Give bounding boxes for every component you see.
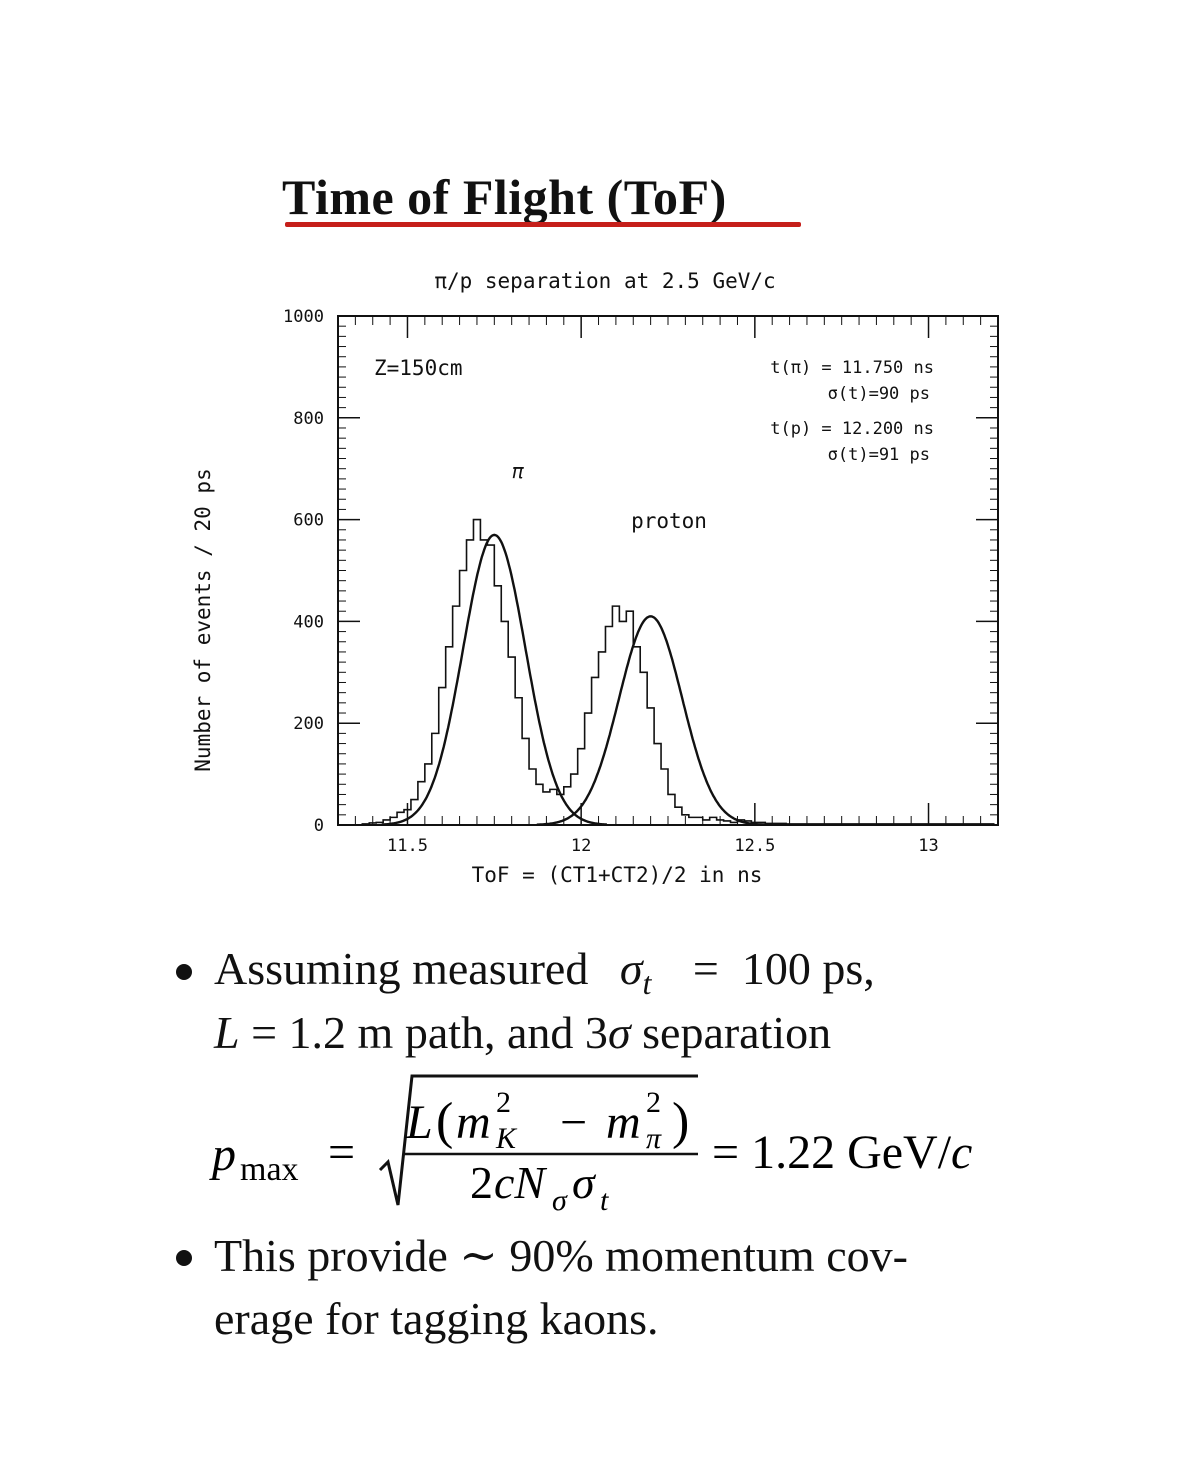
page-title: Time of Flight (ToF)	[282, 169, 727, 225]
eq-den-cN: cN	[494, 1157, 547, 1208]
eq-equals: =	[328, 1126, 355, 1179]
y-tick-label: 600	[293, 511, 324, 531]
eq-num-paren-r: )	[672, 1093, 689, 1150]
eq-num-mk: m	[456, 1096, 491, 1149]
bullet-1-sigma: σ	[619, 943, 643, 994]
bullet-2-text-2: erage for tagging kaons.	[214, 1293, 659, 1344]
eq-lhs: p	[209, 1128, 236, 1181]
annotation-t-pi: t(π) = 11.750 ns	[770, 358, 934, 378]
bullet-1-text-c: = 1.2 m path, and 3	[239, 1007, 608, 1058]
annotation-z: Z=150cm	[374, 356, 463, 380]
bullet-1-line-1: Assuming measured σt = 100 ps,	[214, 942, 875, 1002]
x-tick-label: 12.5	[734, 836, 775, 856]
y-tick-label: 200	[293, 714, 324, 734]
eq-den-sigma: σ	[572, 1157, 597, 1208]
x-tick-label: 11.5	[387, 836, 428, 856]
bullet-dot-2	[176, 1250, 192, 1266]
bullet-1-text-a: Assuming measured	[214, 943, 589, 994]
x-tick-label: 12	[571, 836, 591, 856]
eq-rhs: = 1.22 GeV/c	[712, 1126, 972, 1179]
sqrt-sign	[378, 1074, 698, 1206]
eq-den-2: 2	[470, 1157, 493, 1208]
eq-num-mpi: m	[606, 1096, 641, 1149]
bullet-1-sigma-2: σ	[607, 1007, 631, 1058]
eq-num-mk-sub: K	[495, 1122, 518, 1155]
bullet-2-line-1: This provide ∼ 90% momentum cov-	[214, 1228, 908, 1282]
y-tick-label: 0	[314, 816, 324, 836]
bullet-dot-1	[176, 964, 192, 980]
eq-den-sub2: t	[600, 1184, 609, 1217]
page-title-block: Time of Flight (ToF)	[282, 168, 822, 238]
tof-histogram-chart: 0 200 400 600 800 1000 11.5 12 12.5 13 π/p separat…	[191, 269, 999, 887]
eq-lhs-sub: max	[240, 1151, 299, 1188]
bullet-1-line-2: L = 1.2 m path, and 3σ separation	[214, 1006, 831, 1059]
y-axis-label: Number of events / 20 ps	[191, 468, 215, 771]
annotation-sigma-pi: σ(t)=90 ps	[828, 384, 930, 404]
bullet-1-L: L	[214, 1007, 240, 1058]
annotation-sigma-p: σ(t)=91 ps	[828, 445, 930, 465]
y-tick-label: 800	[293, 409, 324, 429]
bullet-1-text-d: separation	[630, 1007, 832, 1058]
bullet-2-text-1: This provide ∼ 90% momentum cov-	[214, 1230, 908, 1281]
gaussian-fit-pion	[381, 533, 607, 826]
eq-num-mk-sup: 2	[496, 1086, 511, 1119]
y-tick-label: 400	[293, 612, 324, 632]
bullet-1-text-b: = 100 ps,	[692, 943, 875, 994]
eq-num-minus: −	[560, 1096, 587, 1149]
gaussian-fit-proton	[536, 615, 765, 826]
x-axis-label: ToF = (CT1+CT2)/2 in ns	[472, 863, 763, 887]
eq-num-mpi-sub: π	[646, 1122, 662, 1155]
bullet-2-line-2: erage for tagging kaons.	[214, 1292, 659, 1345]
eq-num-mpi-sup: 2	[646, 1086, 661, 1119]
eq-num-paren-l: (	[436, 1093, 453, 1150]
eq-den-sub1: σ	[552, 1184, 568, 1217]
histogram-series	[355, 518, 995, 826]
annotation-proton-label: proton	[631, 509, 707, 533]
annotation-t-p: t(p) = 12.200 ns	[770, 419, 934, 439]
y-tick-label: 1000	[283, 307, 324, 327]
chart-title: π/p separation at 2.5 GeV/c	[434, 269, 775, 293]
bullet-1-sigma-sub: t	[642, 965, 652, 1002]
eq-num-L: L	[405, 1096, 433, 1149]
x-tick-label: 13	[918, 836, 938, 856]
title-underline	[285, 222, 801, 227]
annotation-pion-label: π	[512, 459, 524, 483]
